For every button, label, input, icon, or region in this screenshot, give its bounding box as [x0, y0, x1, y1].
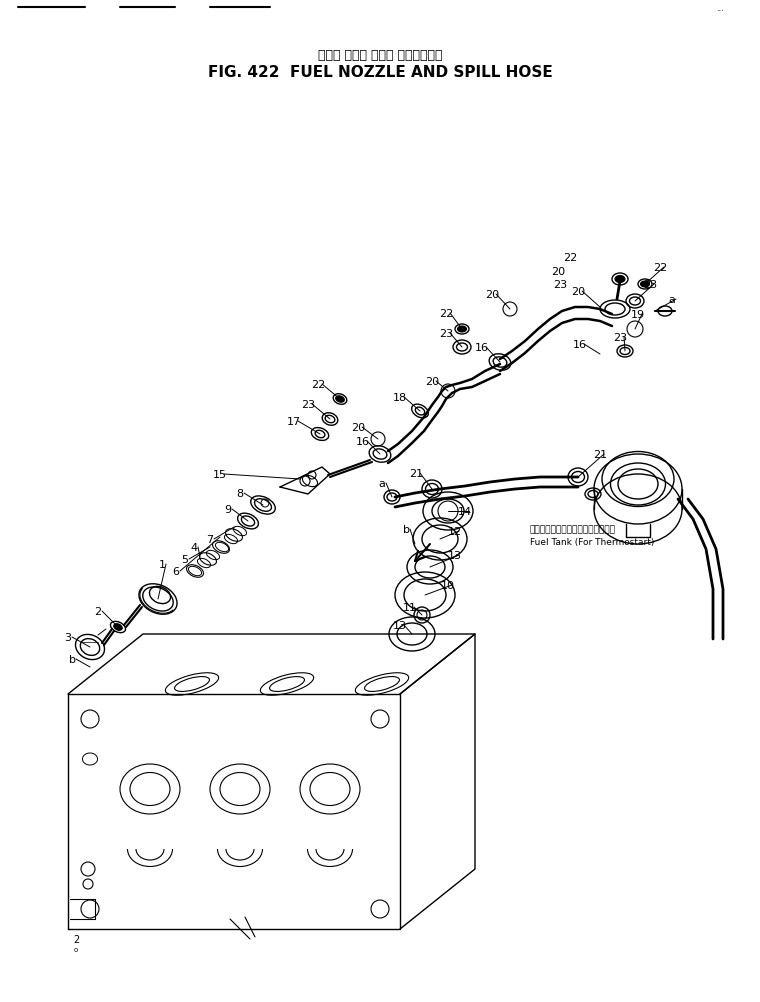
Text: 13: 13 — [393, 620, 407, 630]
Text: 12: 12 — [448, 526, 462, 536]
Text: 3: 3 — [65, 632, 71, 642]
Text: 21: 21 — [409, 469, 423, 479]
Text: 23: 23 — [301, 400, 315, 410]
Text: フェル ノズル および スピルホース: フェル ノズル および スピルホース — [318, 48, 442, 61]
Text: a: a — [669, 295, 676, 305]
Text: o: o — [74, 946, 78, 952]
Text: 6: 6 — [173, 566, 179, 576]
Text: 23: 23 — [613, 333, 627, 343]
Text: 11: 11 — [403, 602, 417, 612]
Text: 17: 17 — [287, 417, 301, 427]
Text: Fuel Tank (For Thermostart): Fuel Tank (For Thermostart) — [530, 538, 654, 547]
Text: 18: 18 — [393, 393, 407, 403]
Text: 14: 14 — [458, 506, 472, 516]
Ellipse shape — [458, 327, 467, 333]
Text: フェルタンク（サーモスタート用）: フェルタンク（サーモスタート用） — [530, 525, 616, 534]
Text: 20: 20 — [571, 287, 585, 297]
Text: ...: ... — [716, 3, 724, 12]
Ellipse shape — [114, 624, 122, 630]
Text: 20: 20 — [551, 267, 565, 277]
Text: 7: 7 — [207, 534, 214, 544]
Text: 2: 2 — [94, 606, 102, 616]
Text: FIG. 422  FUEL NOZZLE AND SPILL HOSE: FIG. 422 FUEL NOZZLE AND SPILL HOSE — [207, 64, 553, 79]
Text: 13: 13 — [448, 550, 462, 560]
Text: 2: 2 — [73, 934, 79, 944]
Text: 22: 22 — [311, 380, 325, 390]
Text: 23: 23 — [553, 280, 567, 290]
Text: 1: 1 — [159, 559, 166, 569]
Text: 22: 22 — [563, 253, 577, 263]
Text: b: b — [68, 654, 75, 664]
Text: 21: 21 — [593, 450, 607, 460]
Text: 20: 20 — [351, 423, 365, 433]
Ellipse shape — [641, 282, 650, 288]
Text: 10: 10 — [441, 580, 455, 590]
Ellipse shape — [336, 397, 344, 403]
Text: a: a — [378, 479, 385, 489]
Text: 20: 20 — [425, 377, 439, 387]
Text: 15: 15 — [213, 470, 227, 480]
Text: 22: 22 — [439, 309, 453, 319]
Text: 23: 23 — [643, 280, 657, 290]
Text: 20: 20 — [485, 290, 499, 300]
Text: 8: 8 — [236, 489, 243, 499]
Text: 4: 4 — [191, 542, 198, 552]
Text: b: b — [403, 524, 410, 534]
Text: 5: 5 — [182, 554, 188, 564]
Text: 9: 9 — [224, 504, 232, 514]
Text: 16: 16 — [475, 343, 489, 353]
Ellipse shape — [615, 277, 625, 284]
Text: 22: 22 — [653, 263, 667, 273]
Text: 23: 23 — [439, 329, 453, 339]
Text: 19: 19 — [631, 310, 645, 320]
Text: 16: 16 — [573, 340, 587, 350]
Text: 16: 16 — [356, 437, 370, 447]
